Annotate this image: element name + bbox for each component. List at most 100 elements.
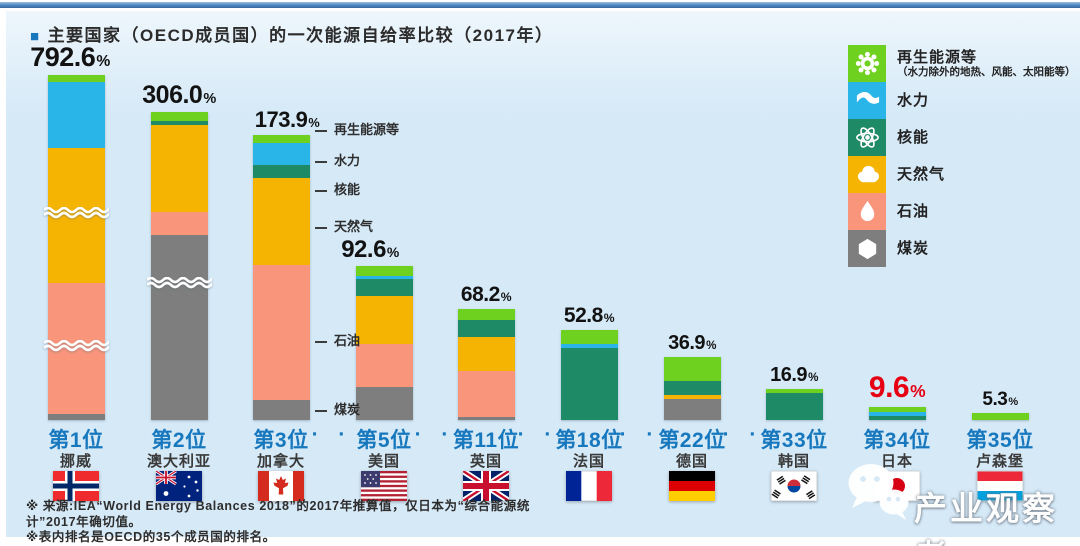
callout-tick-line <box>315 340 327 343</box>
rank-label-usa: 第5位 <box>356 429 412 452</box>
watermark: 产业观察者 <box>844 460 1080 546</box>
rank-label-australia: 第2位 <box>151 429 207 452</box>
legend-item-oil: 石油 <box>848 193 1076 230</box>
rank-label-germany: 第22位 <box>658 429 726 452</box>
bar-break-mark <box>43 207 109 219</box>
bar-japan <box>868 407 926 420</box>
legend-item-gas: 天然气 <box>848 156 1076 193</box>
title-text: 主要国家（OECD成员国）的一次能源自给率比较（2017年） <box>47 26 554 45</box>
legend-label-text: 再生能源等 <box>897 48 978 66</box>
callout-label: 石油 <box>315 330 360 349</box>
bar-korea <box>765 389 823 420</box>
rank-label-korea: 第33位 <box>760 429 828 452</box>
segment-renewables <box>47 75 105 82</box>
legend-sublabel-text: （水力除外的地热、风能、太阳能等） <box>897 66 1076 79</box>
segment-hydro <box>355 276 413 279</box>
legend-item-hydro: 水力 <box>848 82 1076 119</box>
segment-renewables <box>252 135 310 143</box>
rank-label-france: 第18位 <box>555 429 623 452</box>
segment-gas <box>150 125 208 212</box>
cloud-icon <box>848 156 886 193</box>
legend-label-coal: 煤炭 <box>897 240 929 257</box>
rank-label-norway: 第1位 <box>48 429 104 452</box>
segment-gas <box>457 337 515 371</box>
value-number: 173.9 <box>254 107 308 132</box>
value-label-luxembourg: 5.3% <box>920 390 1080 409</box>
bar-canada <box>252 135 310 420</box>
segment-nuclear <box>868 416 926 420</box>
rank-gap-dots: · · <box>311 423 353 446</box>
percent-sign: % <box>808 371 818 384</box>
country-name-norway: 挪威 <box>59 453 92 470</box>
legend: 再生能源等 （水力除外的地热、风能、太阳能等） 水力核能 天然气 石油煤炭 <box>848 45 1076 267</box>
bar-usa <box>355 266 413 420</box>
segment-renewables <box>765 389 823 393</box>
value-label-germany: 36.9% <box>612 333 772 353</box>
callout-label: 煤炭 <box>315 399 360 418</box>
rank-label-japan: 第34位 <box>863 429 931 452</box>
callout-label: 核能 <box>315 179 360 198</box>
hydro-icon <box>848 82 886 119</box>
value-label-australia: 306.0% <box>99 83 259 108</box>
country-name-canada: 加拿大 <box>256 453 305 470</box>
bar-germany <box>663 357 721 420</box>
callout-label: 天然气 <box>315 216 373 235</box>
country-name-japan: 日本 <box>880 453 913 470</box>
top-divider-rule <box>0 2 1080 8</box>
segment-renewables <box>457 309 515 320</box>
wechat-icon <box>844 460 912 527</box>
percent-sign: % <box>203 91 216 107</box>
percent-sign: % <box>386 244 399 260</box>
country-name-france: 法国 <box>572 453 605 470</box>
rank-label-luxembourg: 第35位 <box>966 429 1034 452</box>
segment-coal <box>457 417 515 420</box>
legend-label-hydro: 水力 <box>897 92 929 109</box>
segment-nuclear <box>355 279 413 296</box>
callout-text: 石油 <box>334 333 361 348</box>
value-label-japan: 9.6% <box>817 373 977 403</box>
flag-korea <box>771 471 817 501</box>
callout-label: 水力 <box>315 150 360 169</box>
percent-sign: % <box>603 311 615 325</box>
source-note-line1: ※ 来源:IEA“World Energy Balances 2018”的201… <box>26 499 530 513</box>
flag-uk <box>463 471 509 501</box>
rank-gap-dots: · · <box>517 423 559 446</box>
value-label-korea: 16.9% <box>714 365 874 385</box>
segment-nuclear <box>663 381 721 395</box>
segment-renewables <box>355 266 413 276</box>
callout-text: 煤炭 <box>334 402 361 417</box>
value-label-france: 52.8% <box>509 305 669 326</box>
value-number: 92.6 <box>341 236 386 263</box>
flag-canada <box>258 471 304 501</box>
value-label-usa: 92.6% <box>290 238 450 262</box>
flag-australia <box>156 471 202 501</box>
flag-luxembourg <box>977 471 1023 501</box>
flag-usa <box>361 471 407 501</box>
segment-hydro <box>252 143 310 165</box>
rank-label-uk: 第11位 <box>452 429 520 452</box>
segment-oil <box>355 344 413 387</box>
segment-coal <box>47 414 105 420</box>
callout-text: 天然气 <box>334 219 374 234</box>
segment-nuclear <box>765 393 823 420</box>
bar-luxembourg <box>971 413 1029 420</box>
rock-icon <box>848 230 886 267</box>
legend-item-renewables: 再生能源等 （水力除外的地热、风能、太阳能等） <box>848 45 1076 82</box>
segment-coal <box>252 400 310 420</box>
droplet-icon <box>848 193 886 230</box>
callout-tick-line <box>315 160 327 163</box>
segment-coal <box>355 387 413 420</box>
callout-tick-line <box>315 226 327 229</box>
page-title: ■ 主要国家（OECD成员国）的一次能源自给率比较（2017年） <box>30 21 554 46</box>
country-name-australia: 澳大利亚 <box>146 453 211 470</box>
callout-text: 水力 <box>334 153 361 168</box>
watermark-text: 产业观察者 <box>914 490 1058 546</box>
segment-oil <box>457 371 515 417</box>
legend-label-renewables: 再生能源等 （水力除外的地热、风能、太阳能等） <box>897 49 1076 78</box>
value-number: 68.2 <box>460 283 500 306</box>
legend-item-nuclear: 核能 <box>848 119 1076 156</box>
segment-nuclear <box>457 320 515 337</box>
country-name-korea: 韩国 <box>777 453 810 470</box>
value-number: 52.8 <box>563 304 603 327</box>
